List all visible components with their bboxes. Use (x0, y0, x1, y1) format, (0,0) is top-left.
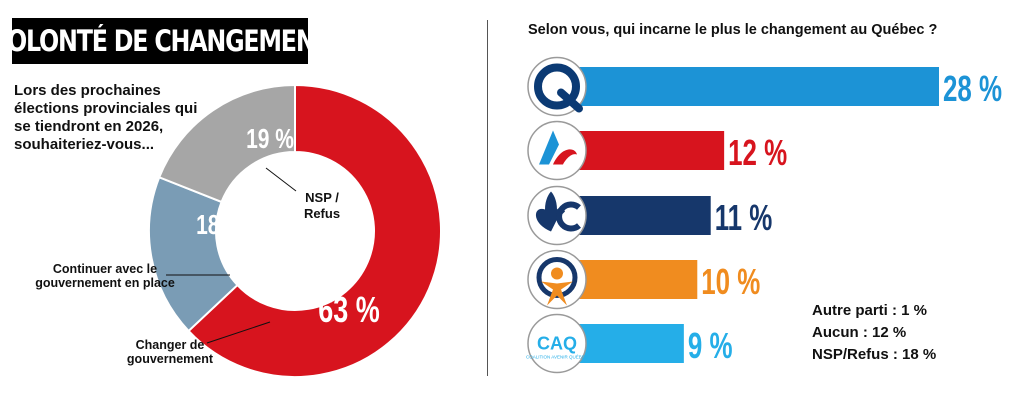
bar-value-label: 10 % (701, 262, 760, 302)
bar-chart-title: Selon vous, qui incarne le plus le chang… (528, 22, 938, 38)
logo-circle (527, 120, 587, 181)
bar-value-label: 9 % (688, 326, 733, 366)
donut-center-label: Refus (304, 206, 340, 221)
donut-question: Lors des prochaines élections provincial… (14, 82, 198, 153)
donut-value-label: 19 % (246, 124, 294, 155)
panel-divider (487, 20, 488, 376)
bar (563, 67, 939, 106)
pcq-logo-icon (527, 185, 587, 246)
logo-circle (527, 313, 587, 374)
donut-slice (187, 83, 442, 378)
bar-value-label: 28 % (943, 69, 1002, 109)
logo-shape (557, 88, 583, 113)
other-answer-line: Aucun : 12 % (812, 324, 907, 341)
logo-shape (534, 63, 580, 110)
annotation-continuer: Continuer avec le gouvernement en place (35, 262, 175, 290)
bar-value-label: 11 % (715, 198, 773, 238)
logo-shape (553, 149, 577, 165)
bar-value-label: 12 % (728, 133, 787, 173)
logo-shape (551, 267, 563, 280)
donut-value-label: 18 % (196, 210, 244, 241)
plq-logo-icon (527, 120, 587, 181)
donut-slice (157, 83, 296, 204)
pq-logo-icon (527, 56, 587, 117)
bar (563, 196, 711, 235)
other-answer-line: NSP/Refus : 18 % (812, 346, 937, 363)
logo-text: CAQ (537, 334, 577, 354)
logo-shape (535, 191, 565, 232)
logo-small-text: COALITION AVENIR QUÉBEC (526, 354, 589, 360)
other-answers: Autre parti : 1 % Aucun : 12 % NSP/Refus… (812, 300, 936, 366)
leader-line-nsp (265, 167, 297, 192)
chart-title-box: VOLONTÉ DE CHANGEMENT (0, 18, 331, 64)
donut-title: VOLONTÉ DE CHANGEMENT (0, 24, 331, 58)
qs-logo-icon (527, 249, 587, 310)
donut-value-label: 63 % (318, 289, 380, 330)
other-answer-line: Autre parti : 1 % (812, 302, 928, 319)
bar (563, 131, 725, 170)
leader-line-changer (206, 321, 271, 344)
logo-shape (556, 201, 581, 232)
donut-center-label: NSP / (305, 190, 339, 205)
logo-shape (539, 130, 559, 165)
annotation-changer: Changer de gouvernement (126, 338, 214, 366)
logo-shape (541, 281, 573, 306)
